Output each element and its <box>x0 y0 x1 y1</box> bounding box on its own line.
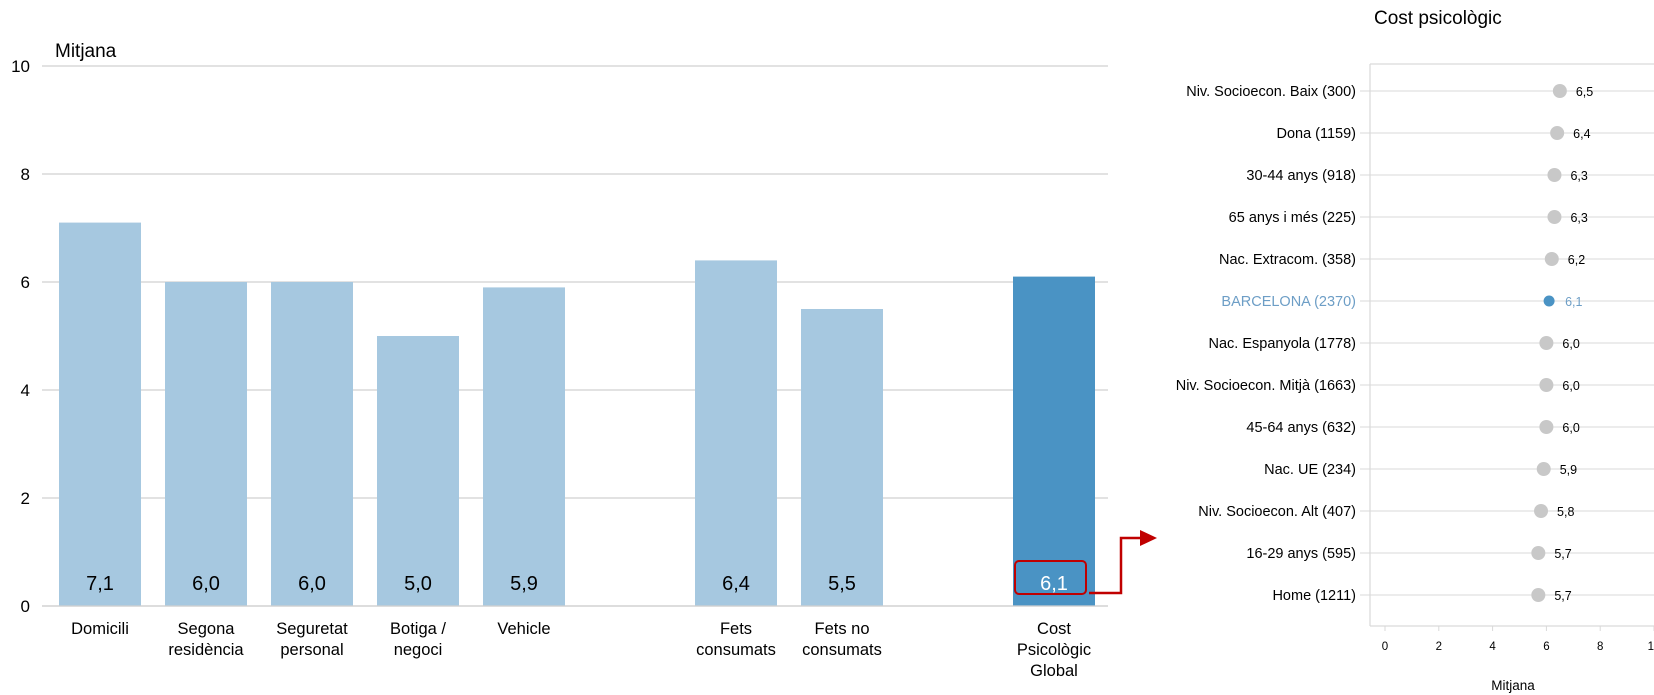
row-label: Nac. Extracom. (358) <box>1219 252 1356 268</box>
x-tick-label: 0 <box>1382 641 1388 653</box>
dot-marker <box>1550 126 1565 140</box>
x-tick-label: negoci <box>394 641 443 659</box>
dot-marker <box>1534 504 1549 518</box>
bar-value-label: 5,0 <box>404 573 432 595</box>
x-tick-label: personal <box>280 641 343 659</box>
arrow-head <box>1140 530 1157 546</box>
x-tick-label: Cost <box>1037 620 1071 638</box>
dot-marker <box>1539 336 1554 350</box>
bar <box>483 287 565 606</box>
bar-value-label: 6,0 <box>192 573 220 595</box>
bar-value-label: 6,0 <box>298 573 326 595</box>
x-tick-label: Fets <box>720 620 752 638</box>
y-tick-label: 2 <box>21 489 30 508</box>
dot-value-label: 6,0 <box>1562 379 1579 393</box>
dot-marker <box>1547 210 1562 224</box>
x-tick-label: Seguretat <box>276 620 348 638</box>
x-tick-label: Domicili <box>71 620 129 638</box>
dot-marker <box>1539 378 1554 392</box>
x-axis-label: Mitjana <box>1491 678 1535 693</box>
bar <box>377 336 459 606</box>
bar <box>165 282 247 606</box>
bar <box>59 222 141 606</box>
x-tick-label: Fets no <box>814 620 869 638</box>
row-label: 16-29 anys (595) <box>1246 546 1356 562</box>
y-tick-label: 0 <box>21 597 30 616</box>
dot-marker <box>1539 420 1554 434</box>
dot-value-label: 6,0 <box>1562 337 1579 351</box>
y-tick-label: 6 <box>21 273 30 292</box>
bar-value-label: 7,1 <box>86 573 114 595</box>
row-label: 65 anys i més (225) <box>1229 210 1356 226</box>
row-label: 30-44 anys (918) <box>1246 168 1356 184</box>
dot-marker <box>1547 168 1562 182</box>
dot-value-label: 5,7 <box>1554 547 1571 561</box>
row-label: 45-64 anys (632) <box>1246 420 1356 436</box>
row-label: Nac. Espanyola (1778) <box>1209 336 1357 352</box>
dot-value-label: 6,5 <box>1576 85 1593 99</box>
y-axis-label: Mitjana <box>55 41 117 62</box>
dot-value-label: 6,1 <box>1565 295 1582 309</box>
dot-chart: Cost psicològic Niv. Socioecon. Baix (300… <box>1176 8 1654 693</box>
dot-marker <box>1531 588 1546 602</box>
bar <box>271 282 353 606</box>
row-label: BARCELONA (2370) <box>1221 294 1356 310</box>
dot-marker <box>1536 462 1551 476</box>
dot-value-label: 6,3 <box>1570 169 1587 183</box>
bar-chart: Mitjana 0 2 4 6 8 10 7,1 Domicili 6,0 Segona residè… <box>11 41 1108 680</box>
bar <box>1013 276 1095 606</box>
dot-value-label: 6,3 <box>1570 211 1587 225</box>
x-tick-label: 2 <box>1436 641 1442 653</box>
x-tick-label: consumats <box>802 641 882 659</box>
bar-value-label: 5,5 <box>828 573 856 595</box>
dot-marker <box>1531 546 1546 560</box>
dot-value-label: 6,4 <box>1573 127 1590 141</box>
bar <box>801 309 883 606</box>
connector-line <box>1089 536 1140 595</box>
highlight-box <box>1014 560 1087 595</box>
dot-value-label: 6,0 <box>1562 421 1579 435</box>
dot-marker <box>1552 84 1567 98</box>
dot-marker <box>1544 252 1559 266</box>
dot-chart-title: Cost psicològic <box>1374 8 1502 29</box>
dot-value-label: 5,8 <box>1557 505 1574 519</box>
y-tick-label: 10 <box>11 57 30 76</box>
x-tick-label: Botiga / <box>390 620 446 638</box>
dot-value-label: 6,2 <box>1568 253 1585 267</box>
row-label: Home (1211) <box>1272 588 1356 604</box>
dot-marker <box>1543 295 1555 307</box>
x-tick-label: Global <box>1030 662 1078 680</box>
x-tick-label: Psicològic <box>1017 641 1091 659</box>
x-tick-label: residència <box>168 641 244 659</box>
y-tick-label: 8 <box>21 165 30 184</box>
row-label: Nac. UE (234) <box>1264 462 1356 478</box>
x-tick-label: Segona <box>178 620 236 638</box>
x-tick-label: consumats <box>696 641 776 659</box>
connector-arrow <box>1089 530 1157 595</box>
bar-value-label: 5,9 <box>510 573 538 595</box>
row-label: Dona (1159) <box>1276 126 1356 142</box>
bar <box>695 260 777 606</box>
x-tick-label: Vehicle <box>497 620 550 638</box>
row-label: Niv. Socioecon. Alt (407) <box>1198 504 1356 520</box>
x-tick-label: 10 <box>1648 641 1654 653</box>
x-tick-label: 4 <box>1489 641 1496 653</box>
dot-value-label: 5,9 <box>1560 463 1577 477</box>
bar-value-label: 6,1 <box>1040 573 1068 595</box>
y-tick-label: 4 <box>21 381 30 400</box>
row-label: Niv. Socioecon. Mitjà (1663) <box>1176 378 1356 394</box>
dot-value-label: 5,7 <box>1554 589 1571 603</box>
x-tick-label: 6 <box>1543 641 1549 653</box>
bar-value-label: 6,4 <box>722 573 750 595</box>
row-label: Niv. Socioecon. Baix (300) <box>1186 84 1356 100</box>
x-tick-label: 8 <box>1597 641 1603 653</box>
